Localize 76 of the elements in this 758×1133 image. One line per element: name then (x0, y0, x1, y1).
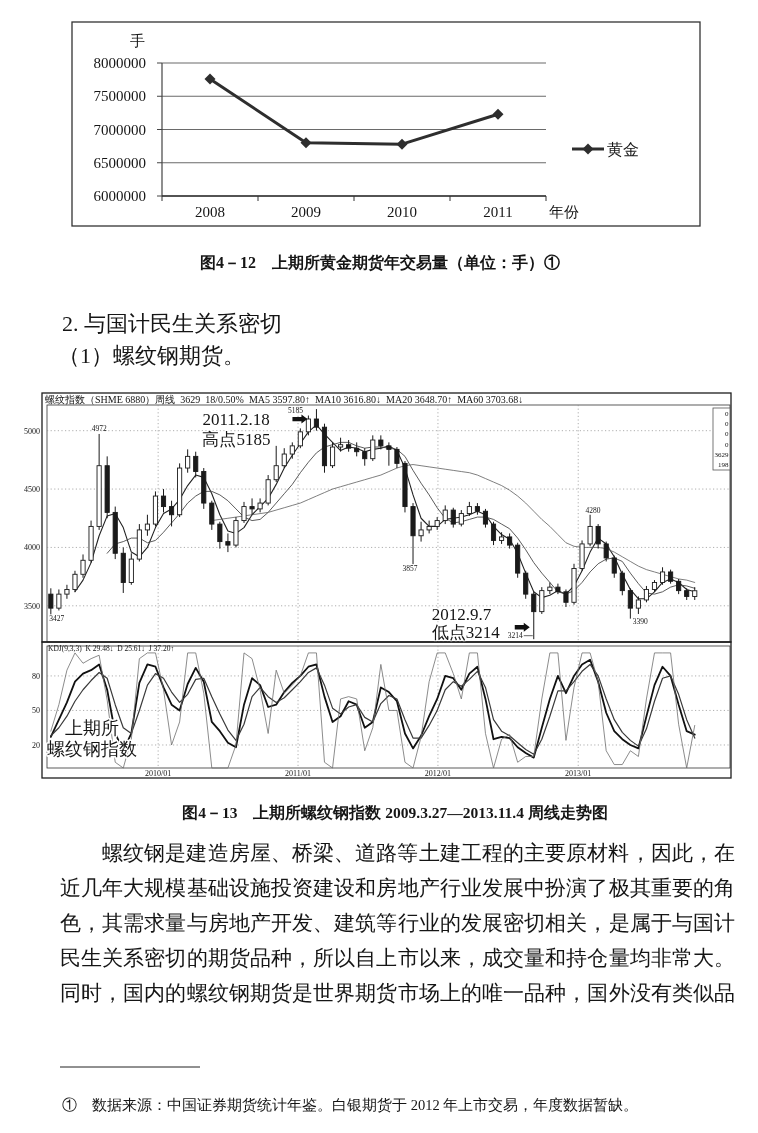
annotation: 螺纹钢指数 (47, 739, 137, 759)
text: 民生关系密切的期货品种，所以自上市以来，成交量和持仓量均非常大。 (60, 946, 735, 970)
y-tick-label: 3500 (24, 601, 40, 611)
y-tick-label: 6000000 (93, 188, 146, 204)
candlestick (394, 446, 400, 469)
candlestick (611, 555, 617, 579)
candlestick (386, 441, 392, 467)
candlestick (482, 508, 489, 529)
candlestick (225, 532, 231, 553)
candlestick (217, 521, 223, 550)
candlestick (418, 521, 424, 543)
candlestick (265, 474, 271, 506)
x-tick-label: 2009 (291, 204, 321, 220)
annotation: 2011.2.18 高点5185 (202, 410, 271, 450)
point (300, 137, 312, 149)
text: 色，其需求量与房地产开发、建筑等行业的发展密切相关，是属于与国计 (60, 911, 735, 935)
x-tick-label: 2011/01 (285, 768, 312, 778)
candlestick (329, 441, 336, 469)
y-tick-label: 8000000 (93, 55, 146, 71)
x-tick-label: 2013/01 (565, 768, 592, 778)
candlestick (185, 448, 191, 474)
text: 图4－13 上期所螺纹钢指数 2009.3.27—2013.11.4 周线走势图 (182, 804, 608, 821)
candlestick (56, 588, 62, 611)
legend-label: 黄金 (607, 141, 639, 158)
candlestick (209, 500, 215, 531)
candlestick (48, 587, 54, 615)
text: 螺纹钢是建造房屋、桥梁、道路等土建工程的主要原材料，因此，在 (102, 841, 735, 865)
y-tick-label: 50 (32, 706, 40, 716)
text: 图4－12 上期所黄金期货年交易量（单位：手）① (200, 253, 560, 272)
point (204, 73, 216, 85)
x-tick-label: 2011 (483, 204, 513, 220)
candlestick (64, 584, 70, 600)
y-tick-label: 4000 (24, 543, 40, 553)
y-tick-label: 7500000 (93, 88, 146, 105)
text: 同时，国内的螺纹钢期货是世界期货市场上的唯一品种，国外没有类似品 (60, 981, 735, 1005)
candlestick (442, 504, 448, 525)
candlestick (80, 553, 86, 579)
x-tick-label: 2010/01 (145, 768, 172, 778)
x-tick-label: 2008 (195, 204, 225, 220)
y-tick-label: 5000 (24, 426, 40, 436)
candlestick (169, 500, 175, 527)
candlestick (587, 514, 593, 547)
point (492, 108, 504, 120)
chart-subtitle: 螺纹指数（SHME 6880）周线 3629 18/0.50% MA5 3597.80↑ MA10 3616.80↓ MA20 3648.70↑ MA60 3703.68↓ (45, 393, 524, 405)
annotation: 2012.9.7 低点3214 (431, 605, 501, 643)
text: （1）螺纹钢期货。 (58, 343, 245, 368)
candlestick (595, 523, 601, 550)
candlestick (281, 447, 287, 469)
candlestick (370, 434, 376, 462)
candlestick (619, 570, 625, 596)
candlestick (603, 541, 609, 562)
x-tick-label: 2010 (387, 204, 417, 220)
candlestick (128, 552, 134, 586)
y-tick-label: 4500 (24, 485, 40, 495)
candlestick (547, 581, 553, 595)
candlestick (241, 501, 247, 524)
y-axis-title: 手 (129, 33, 145, 49)
text: 近几年大规模基础设施投资建设和房地产行业发展中扮演了极其重要的角 (60, 876, 735, 900)
candlestick (160, 488, 167, 513)
candlestick (249, 497, 255, 516)
candlestick (450, 507, 456, 529)
y-tick-label: 7000000 (93, 121, 146, 138)
y-tick-label: 20 (32, 740, 40, 750)
text: 2. 与国计民生关系密切 (62, 311, 282, 336)
y-tick-label: 80 (32, 671, 40, 681)
x-axis-title: 年份 (549, 204, 579, 220)
candlestick (490, 521, 497, 546)
candlestick (193, 451, 199, 478)
candlestick (426, 520, 432, 534)
y-tick-label: 6500000 (93, 154, 146, 171)
text: ① 数据来源：中国证券期货统计年鉴。白银期货于 2012 年上市交易，年度数据暂缺。 (62, 1097, 639, 1113)
candlestick (273, 445, 279, 483)
candlestick (297, 427, 303, 449)
x-tick-label: 2012/01 (424, 768, 452, 778)
point (396, 138, 408, 150)
candlestick (144, 514, 150, 537)
